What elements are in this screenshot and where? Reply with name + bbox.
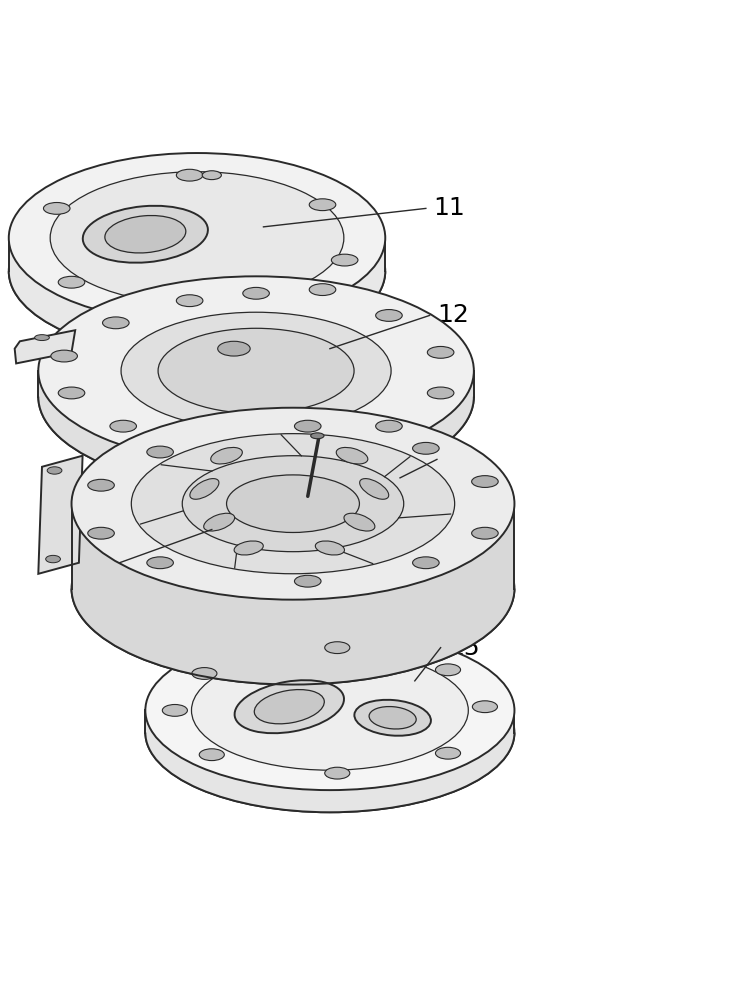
Polygon shape — [39, 371, 473, 491]
Ellipse shape — [436, 664, 461, 676]
Ellipse shape — [254, 690, 325, 724]
Polygon shape — [9, 238, 385, 356]
Ellipse shape — [147, 446, 173, 458]
Ellipse shape — [354, 700, 431, 736]
Ellipse shape — [369, 707, 416, 729]
Ellipse shape — [121, 312, 391, 429]
Ellipse shape — [316, 541, 345, 555]
Ellipse shape — [145, 653, 514, 812]
Ellipse shape — [83, 206, 208, 263]
Ellipse shape — [413, 442, 439, 454]
Ellipse shape — [310, 433, 324, 439]
Ellipse shape — [110, 420, 136, 432]
Ellipse shape — [192, 668, 217, 679]
Ellipse shape — [202, 171, 222, 180]
Ellipse shape — [235, 680, 344, 733]
Ellipse shape — [35, 335, 50, 341]
Ellipse shape — [72, 408, 514, 600]
Ellipse shape — [190, 479, 219, 499]
Ellipse shape — [413, 557, 439, 569]
Text: 11: 11 — [433, 196, 465, 220]
Ellipse shape — [59, 387, 84, 399]
Ellipse shape — [325, 767, 350, 779]
Ellipse shape — [376, 310, 402, 321]
Ellipse shape — [325, 642, 350, 654]
Ellipse shape — [102, 317, 129, 329]
Ellipse shape — [376, 420, 402, 432]
Ellipse shape — [158, 328, 354, 413]
Ellipse shape — [258, 439, 284, 451]
Ellipse shape — [471, 527, 498, 539]
Ellipse shape — [210, 447, 242, 464]
Ellipse shape — [199, 749, 225, 761]
Ellipse shape — [182, 456, 404, 552]
Ellipse shape — [331, 254, 358, 266]
Ellipse shape — [428, 346, 454, 358]
Ellipse shape — [46, 555, 61, 563]
Ellipse shape — [176, 169, 203, 181]
Ellipse shape — [176, 295, 203, 307]
Polygon shape — [15, 330, 75, 363]
Ellipse shape — [87, 479, 114, 491]
Ellipse shape — [344, 513, 375, 531]
Ellipse shape — [309, 199, 336, 211]
Ellipse shape — [471, 476, 498, 487]
Ellipse shape — [59, 276, 84, 288]
Ellipse shape — [436, 747, 461, 759]
Ellipse shape — [294, 575, 321, 587]
Ellipse shape — [105, 216, 186, 253]
Ellipse shape — [131, 434, 455, 574]
Text: 14: 14 — [68, 554, 100, 578]
Ellipse shape — [428, 387, 454, 399]
Polygon shape — [39, 456, 82, 574]
Ellipse shape — [145, 631, 514, 790]
Ellipse shape — [359, 479, 389, 499]
Ellipse shape — [47, 467, 62, 474]
Ellipse shape — [234, 541, 263, 555]
Ellipse shape — [9, 186, 385, 356]
Ellipse shape — [294, 420, 321, 432]
Text: 13: 13 — [445, 447, 476, 471]
Ellipse shape — [51, 350, 77, 362]
Ellipse shape — [472, 701, 497, 713]
Text: 12: 12 — [437, 303, 469, 327]
Ellipse shape — [162, 704, 187, 716]
Ellipse shape — [204, 513, 235, 531]
Ellipse shape — [72, 493, 514, 685]
Ellipse shape — [50, 172, 344, 304]
Ellipse shape — [39, 276, 473, 465]
Ellipse shape — [243, 287, 270, 299]
Ellipse shape — [191, 651, 468, 770]
Ellipse shape — [87, 527, 114, 539]
Ellipse shape — [218, 341, 250, 356]
Ellipse shape — [336, 447, 368, 464]
Ellipse shape — [309, 284, 336, 296]
Ellipse shape — [147, 557, 173, 569]
Text: 15: 15 — [448, 636, 479, 660]
Ellipse shape — [227, 475, 359, 532]
Ellipse shape — [39, 302, 473, 491]
Ellipse shape — [44, 202, 70, 214]
Polygon shape — [145, 710, 514, 812]
Ellipse shape — [9, 153, 385, 323]
Ellipse shape — [189, 467, 375, 548]
Polygon shape — [72, 504, 514, 685]
